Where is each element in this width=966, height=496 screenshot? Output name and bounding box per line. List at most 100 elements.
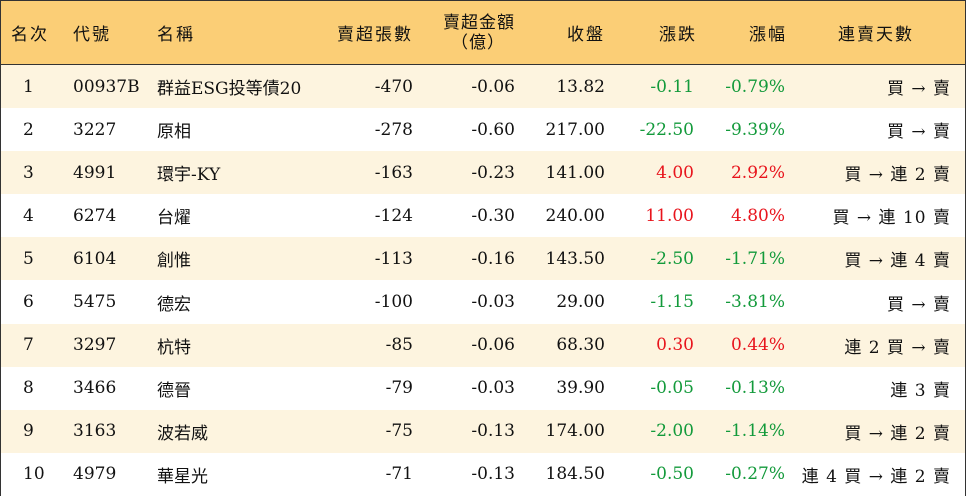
net-sell-amount-cell: -0.23 [471, 162, 515, 183]
consecutive-days-cell: 買 → 連 10 賣 [832, 208, 951, 229]
change-pct-cell: -1.14% [725, 421, 785, 442]
net-sell-volume-cell: -163 [374, 162, 413, 183]
change-pct-cell: -3.81% [725, 292, 785, 313]
consecutive-days-cell: 買 → 連 2 賣 [844, 165, 951, 186]
close-cell: 184.50 [545, 464, 605, 485]
code-cell: 3227 [73, 119, 117, 140]
change-cell: -0.05 [650, 378, 694, 399]
code-cell: 4979 [73, 464, 117, 485]
close-cell: 29.00 [556, 292, 605, 313]
code-cell: 3466 [73, 378, 117, 399]
consecutive-days-cell: 買 → 連 4 賣 [844, 251, 951, 272]
name-cell: 德晉 [157, 380, 191, 401]
rank-cell: 4 [23, 205, 34, 226]
change-pct-cell: 4.80% [730, 205, 785, 226]
net-sell-amount-cell: -0.13 [471, 421, 515, 442]
net-sell-amount-cell: -0.30 [471, 205, 515, 226]
rank-cell: 3 [23, 162, 34, 183]
rank-cell: 6 [23, 292, 34, 313]
name-cell: 杭特 [157, 337, 191, 358]
name-cell: 台燿 [157, 208, 191, 229]
close-cell: 217.00 [545, 119, 605, 140]
net-sell-volume-cell: -278 [374, 119, 413, 140]
net-sell-volume-cell: -71 [385, 464, 413, 485]
table-row: 6 5475 德宏 -100 -0.03 29.00 -1.15 -3.81% 買 → 賣 [1, 280, 965, 324]
change-cell: -0.50 [650, 464, 694, 485]
net-sell-amount-cell: -0.60 [471, 119, 515, 140]
close-cell: 68.30 [556, 335, 605, 356]
rank-cell: 1 [23, 76, 34, 97]
header-code: 代號 [73, 25, 111, 45]
consecutive-days-cell: 買 → 連 2 賣 [844, 423, 951, 444]
code-cell: 3163 [73, 421, 117, 442]
header-net-sell-volume: 賣超張數 [337, 25, 413, 45]
consecutive-days-cell: 買 → 賣 [886, 79, 951, 100]
change-cell: -1.15 [650, 292, 694, 313]
consecutive-days-cell: 買 → 賣 [886, 294, 951, 315]
net-sell-volume-cell: -124 [374, 205, 413, 226]
net-sell-amount-cell: -0.06 [471, 335, 515, 356]
change-cell: 11.00 [645, 205, 694, 226]
change-pct-cell: -0.27% [725, 464, 785, 485]
table-row: 3 4991 環宇-KY -163 -0.23 141.00 4.00 2.92% 買 → 連 … [1, 151, 965, 195]
close-cell: 240.00 [545, 205, 605, 226]
header-consecutive-days: 連賣天數 [838, 25, 914, 45]
net-sell-volume-cell: -85 [385, 335, 413, 356]
name-cell: 環宇-KY [157, 165, 221, 186]
table-row: 1 00937B 群益ESG投等債20 -470 -0.06 13.82 -0.11 -0.7… [1, 65, 965, 109]
table-row: 10 4979 華星光 -71 -0.13 184.50 -0.50 -0.27% 連 4 買 … [1, 452, 965, 496]
net-sell-volume-cell: -79 [385, 378, 413, 399]
change-cell: -0.11 [650, 76, 694, 97]
code-cell: 5475 [73, 292, 117, 313]
net-sell-volume-cell: -113 [374, 248, 413, 269]
name-cell: 德宏 [157, 294, 191, 315]
code-cell: 6104 [73, 248, 117, 269]
consecutive-days-cell: 連 2 買 → 賣 [844, 337, 951, 358]
net-sell-volume-cell: -100 [374, 292, 413, 313]
rank-cell: 10 [23, 464, 45, 485]
header-change-pct: 漲幅 [749, 25, 787, 45]
close-cell: 13.82 [556, 76, 605, 97]
change-pct-cell: 2.92% [730, 162, 785, 183]
table-row: 2 3227 原相 -278 -0.60 217.00 -22.50 -9.39% 買 → 賣 [1, 108, 965, 152]
header-name: 名稱 [157, 25, 195, 45]
close-cell: 143.50 [545, 248, 605, 269]
change-cell: -2.50 [650, 248, 694, 269]
consecutive-days-cell: 連 4 買 → 連 2 賣 [801, 466, 951, 487]
close-cell: 174.00 [545, 421, 605, 442]
net-sell-amount-cell: -0.03 [471, 292, 515, 313]
rank-cell: 8 [23, 378, 34, 399]
header-rank: 名次 [11, 25, 49, 45]
name-cell: 波若威 [157, 423, 208, 444]
net-sell-amount-cell: -0.06 [471, 76, 515, 97]
header-change: 漲跌 [659, 25, 697, 45]
table-row: 9 3163 波若威 -75 -0.13 174.00 -2.00 -1.14% 買 → 連 2… [1, 409, 965, 453]
change-cell: -22.50 [639, 119, 694, 140]
net-sell-amount-cell: -0.16 [471, 248, 515, 269]
code-cell: 3297 [73, 335, 117, 356]
header-close: 收盤 [567, 25, 605, 45]
header-net-sell-amount-unit: （億） [451, 32, 505, 53]
code-cell: 00937B [73, 76, 140, 97]
name-cell: 原相 [157, 122, 191, 143]
code-cell: 6274 [73, 205, 117, 226]
table-row: 8 3466 德晉 -79 -0.03 39.90 -0.05 -0.13% 連 3 賣 [1, 366, 965, 410]
change-cell: -2.00 [650, 421, 694, 442]
table-row: 7 3297 杭特 -85 -0.06 68.30 0.30 0.44% 連 2 買 → 賣 [1, 323, 965, 367]
code-cell: 4991 [73, 162, 117, 183]
rank-cell: 7 [23, 335, 34, 356]
header-net-sell-amount-label: 賣超金額 [443, 12, 515, 33]
change-pct-cell: -0.13% [725, 378, 785, 399]
change-cell: 4.00 [656, 162, 694, 183]
close-cell: 39.90 [556, 378, 605, 399]
net-sell-amount-cell: -0.03 [471, 378, 515, 399]
change-pct-cell: -0.79% [725, 76, 785, 97]
name-cell: 群益ESG投等債20 [157, 79, 302, 100]
change-cell: 0.30 [656, 335, 694, 356]
table-row: 5 6104 創惟 -113 -0.16 143.50 -2.50 -1.71% 買 → 連 4… [1, 237, 965, 281]
table-row: 4 6274 台燿 -124 -0.30 240.00 11.00 4.80% 買 → 連 10… [1, 194, 965, 238]
close-cell: 141.00 [545, 162, 605, 183]
rank-cell: 2 [23, 119, 34, 140]
consecutive-days-cell: 買 → 賣 [886, 122, 951, 143]
